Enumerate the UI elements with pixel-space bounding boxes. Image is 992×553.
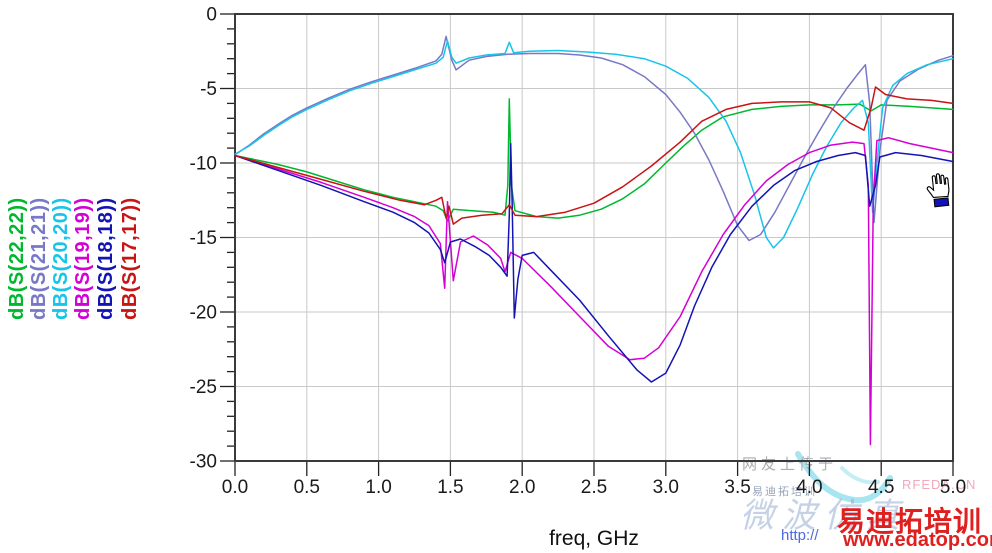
hand-drag-cursor-icon: [926, 173, 950, 208]
y-tick-label: -20: [190, 303, 217, 324]
y-tick-label: -10: [190, 154, 217, 175]
y-tick-label: 0: [206, 5, 217, 26]
x-tick-label: 3.5: [724, 477, 750, 498]
trace-dB(S(20,20))[interactable]: [234, 40, 954, 249]
trace-dB(S(17,17))[interactable]: [234, 86, 954, 225]
x-tick-label: 0.0: [222, 477, 248, 498]
watermark-brand-url: www.edatop.com: [843, 529, 992, 551]
watermark-brand-name: 易迪拓培训: [837, 506, 983, 537]
watermark-http-prefix: http://: [781, 527, 819, 544]
trace-dB(S(21,21))[interactable]: [234, 35, 954, 242]
x-tick-label: 3.0: [653, 477, 679, 498]
y-tick-label: -5: [200, 79, 217, 100]
y-tick-label: -30: [190, 452, 217, 473]
y-tick-label: -15: [190, 228, 217, 249]
x-tick-label: 1.5: [437, 477, 463, 498]
bird-logo-icon: [795, 451, 893, 504]
watermark-rfeda: RFEDA.CN: [902, 477, 977, 492]
watermark-tiny-tag: 易迪拓培训: [752, 486, 817, 498]
x-tick-label: 4.0: [796, 477, 822, 498]
x-tick-label: 4.5: [868, 477, 894, 498]
x-tick-label: 1.0: [365, 477, 391, 498]
trace-dB(S(18,18))[interactable]: [234, 142, 954, 383]
x-tick-label: 2.0: [509, 477, 535, 498]
trace-dB(S(19,19))[interactable]: [234, 136, 954, 446]
x-tick-label: 5.0: [940, 477, 966, 498]
watermark-script-text: 微波仿真: [740, 497, 908, 535]
cursor-cuff: [933, 197, 950, 208]
x-axis-title: freq, GHz: [549, 527, 639, 550]
x-tick-label: 2.5: [581, 477, 607, 498]
y-tick-label: -25: [190, 377, 217, 398]
trace-dB(S(22,22))[interactable]: [234, 98, 954, 222]
x-tick-label: 0.5: [294, 477, 320, 498]
plot-border: [234, 13, 954, 462]
